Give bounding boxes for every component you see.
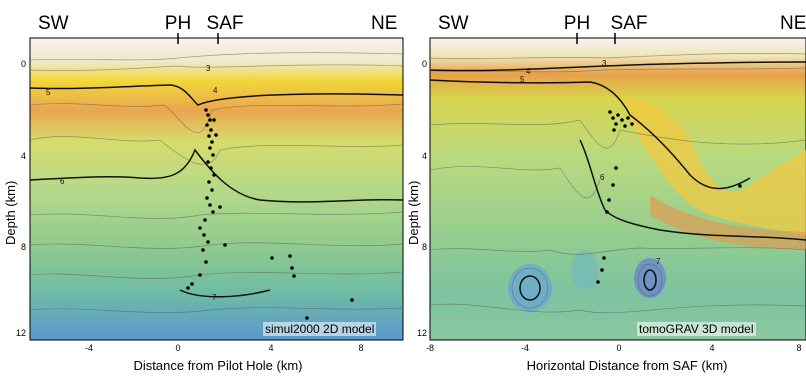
y-axis-label: Depth (km) <box>407 181 420 245</box>
left-panel: SW PH SAF NE <box>0 0 410 376</box>
y-tick: 0 <box>12 60 26 69</box>
low-velocity-zone <box>571 250 599 290</box>
plot-area <box>30 38 403 340</box>
contour-label: 7 <box>656 257 661 266</box>
velocity-section-right: 3 4 5 6 7 <box>410 0 806 376</box>
low-velocity-zone <box>508 264 552 312</box>
y-tick: 4 <box>12 152 26 161</box>
model-label: simul2000 2D model <box>263 322 376 336</box>
x-tick: 4 <box>709 344 714 353</box>
contour-label: 3 <box>206 64 211 73</box>
y-tick: 0 <box>413 60 427 69</box>
x-tick: 0 <box>616 344 621 353</box>
contour-label: 5 <box>520 75 525 84</box>
x-tick: 8 <box>358 344 363 353</box>
velocity-section-left: 3 4 5 6 7 <box>0 0 410 376</box>
model-label: tomoGRAV 3D model <box>637 322 756 336</box>
x-tick: -4 <box>521 344 529 353</box>
x-tick: -4 <box>85 344 93 353</box>
x-axis-label: Distance from Pilot Hole (km) <box>133 359 302 372</box>
x-axis-label: Horizontal Distance from SAF (km) <box>527 359 728 372</box>
contour-label: 4 <box>213 86 218 95</box>
x-tick: 8 <box>796 344 801 353</box>
contour-label: 4 <box>526 67 531 76</box>
y-tick: 12 <box>12 329 26 338</box>
contour-label: 5 <box>46 88 51 97</box>
y-tick: 12 <box>413 329 427 338</box>
contour-label: 3 <box>602 59 607 68</box>
contour-label: 6 <box>600 173 605 182</box>
right-panel: SW PH SAF NE <box>410 0 806 376</box>
x-tick: 4 <box>268 344 273 353</box>
x-tick: 0 <box>175 344 180 353</box>
contour-label: 7 <box>212 293 217 302</box>
contour-label: 6 <box>60 177 65 186</box>
x-tick: -8 <box>426 344 434 353</box>
y-axis-label: Depth (km) <box>4 181 17 245</box>
y-tick: 4 <box>413 152 427 161</box>
